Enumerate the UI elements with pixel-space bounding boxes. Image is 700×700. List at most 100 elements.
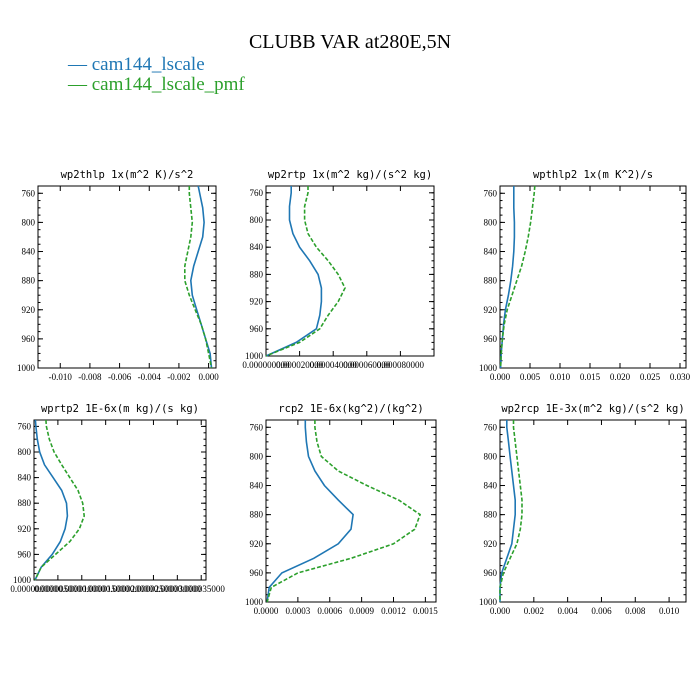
x-tick-label: 0.010 — [550, 372, 571, 382]
y-tick-label: 800 — [18, 447, 32, 457]
x-tick-label: 0.0006 — [317, 606, 342, 616]
y-tick-label: 920 — [484, 305, 498, 315]
series-line-lscale-pmf — [266, 420, 422, 603]
y-tick-label: 1000 — [17, 363, 36, 373]
y-tick-label: 960 — [484, 568, 498, 578]
y-tick-label: 840 — [250, 242, 264, 252]
x-tick-label: 0.0012 — [381, 606, 406, 616]
x-tick-label: 0.000035000 — [178, 584, 226, 594]
y-tick-label: 880 — [484, 276, 498, 286]
x-tick-label: 0.000005000 — [34, 584, 82, 594]
y-tick-label: 920 — [22, 305, 36, 315]
y-tick-label: 760 — [18, 421, 32, 431]
x-tick-label: 0.025 — [640, 372, 661, 382]
series-line-lscale — [189, 185, 213, 369]
y-tick-label: 880 — [22, 276, 36, 286]
x-tick-label: 0.006 — [591, 606, 612, 616]
y-tick-label: 1000 — [479, 597, 498, 607]
x-tick-label: 0.010 — [659, 606, 680, 616]
panel-title: wp2rtp 1x(m^2 kg)/(s^2 kg) — [268, 169, 432, 181]
x-tick-label: 0.0000 — [254, 606, 279, 616]
y-tick-label: 800 — [484, 451, 498, 461]
x-tick-label: -0.004 — [138, 372, 162, 382]
panel-title: wpthlp2 1x(m K^2)/s — [533, 169, 653, 181]
panel-title: rcp2 1E-6x(kg^2)/(kg^2) — [278, 403, 423, 415]
y-tick-label: 960 — [250, 324, 264, 334]
series-line-lscale — [34, 419, 69, 581]
plot-frame — [33, 419, 207, 581]
x-tick-label: -0.006 — [108, 372, 132, 382]
x-tick-label: 0.008 — [625, 606, 646, 616]
x-tick-label: 0.0015 — [413, 606, 438, 616]
series-line-lscale — [265, 186, 323, 357]
y-tick-label: 760 — [22, 188, 36, 198]
x-tick-label: 0.000015000 — [82, 584, 130, 594]
y-tick-label: 840 — [22, 247, 36, 257]
y-tick-label: 760 — [250, 188, 264, 198]
x-tick-label: 0.000000000 — [10, 584, 58, 594]
series-line-lscale-pmf — [499, 420, 523, 602]
x-tick-label: 0.000 — [198, 372, 219, 382]
y-tick-label: 960 — [250, 568, 264, 578]
x-tick-label: 0.0003 — [286, 606, 311, 616]
x-tick-label: 0.000 — [490, 372, 511, 382]
y-tick-label: 760 — [484, 188, 498, 198]
x-tick-label: 0.000000000 — [242, 360, 290, 370]
y-tick-label: 800 — [22, 217, 36, 227]
y-tick-label: 920 — [250, 297, 264, 307]
panel-3: wpthlp2 1x(m K^2)/s 760 800 840 880 920 960 100… — [479, 169, 691, 382]
panel-2: wp2rtp 1x(m^2 kg)/(s^2 kg) 760 800 840 880 92… — [242, 169, 435, 370]
x-tick-label: 0.005 — [520, 372, 541, 382]
y-tick-label: 760 — [484, 422, 498, 432]
x-tick-label: -0.008 — [78, 372, 102, 382]
panel-title: wprtp2 1E-6x(m kg)/(s kg) — [41, 403, 199, 415]
y-tick-label: 800 — [484, 217, 498, 227]
y-tick-label: 960 — [18, 549, 32, 559]
x-tick-label: 0.000080000 — [377, 360, 425, 370]
x-tick-label: 0.000060000 — [343, 360, 391, 370]
series-line-lscale-pmf — [34, 419, 86, 581]
x-tick-label: 0.002 — [524, 606, 544, 616]
y-tick-label: 1000 — [13, 575, 32, 585]
y-tick-label: 880 — [250, 510, 264, 520]
panel-5: rcp2 1E-6x(kg^2)/(kg^2) 760 800 840 880 920 96… — [245, 403, 438, 616]
y-tick-label: 760 — [250, 422, 264, 432]
x-tick-label: 0.015 — [580, 372, 601, 382]
panel-title: wp2thlp 1x(m^2 K)/s^2 — [61, 169, 194, 181]
y-tick-label: 880 — [250, 269, 264, 279]
series-line-lscale-pmf — [265, 186, 346, 357]
panel-4: wprtp2 1E-6x(m kg)/(s kg) 760 800 840 880 920… — [10, 403, 225, 594]
y-tick-label: 920 — [18, 524, 32, 534]
series-line-lscale — [499, 186, 516, 369]
y-tick-label: 840 — [250, 481, 264, 491]
x-tick-label: 0.000025000 — [130, 584, 178, 594]
series-line-lscale — [266, 420, 354, 603]
x-tick-label: -0.010 — [49, 372, 73, 382]
y-tick-label: 1000 — [245, 351, 264, 361]
x-tick-label: 0.030 — [670, 372, 691, 382]
plot-frame — [37, 185, 217, 369]
y-tick-label: 800 — [250, 451, 264, 461]
x-tick-label: 0.000020000 — [106, 584, 154, 594]
x-tick-label: -0.002 — [167, 372, 190, 382]
panel-title: wp2rcp 1E-3x(m^2 kg)/(s^2 kg) — [501, 403, 684, 415]
x-tick-label: 0.000010000 — [58, 584, 106, 594]
y-tick-label: 960 — [484, 334, 498, 344]
series-line-lscale-pmf — [184, 186, 213, 369]
x-tick-label: 0.000020000 — [276, 360, 324, 370]
legend-entry-lscale: — cam144_lscale — [67, 54, 205, 75]
plot-frame — [265, 419, 437, 603]
x-tick-label: 0.000 — [490, 606, 511, 616]
y-tick-label: 1000 — [479, 363, 498, 373]
y-tick-label: 840 — [484, 481, 498, 491]
plot-frame — [265, 185, 435, 357]
y-tick-label: 800 — [250, 215, 264, 225]
plot-frame — [499, 185, 687, 369]
y-tick-label: 840 — [18, 473, 32, 483]
series-line-lscale — [499, 420, 517, 602]
x-tick-label: 0.000030000 — [154, 584, 202, 594]
y-tick-label: 880 — [484, 510, 498, 520]
figure-title: CLUBB VAR at280E,5N — [249, 31, 451, 53]
panel-6: wp2rcp 1E-3x(m^2 kg)/(s^2 kg)760 800 840 88… — [479, 403, 687, 616]
